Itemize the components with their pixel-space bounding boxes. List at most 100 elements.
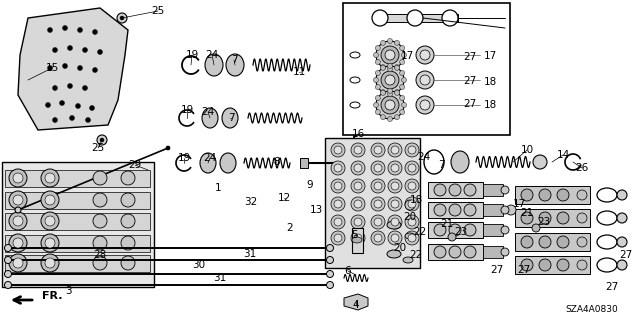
Circle shape [617,190,627,200]
Text: 21: 21 [520,208,534,218]
Text: 23: 23 [538,217,550,227]
Circle shape [388,215,402,229]
Circle shape [45,216,55,226]
Circle shape [401,102,406,108]
Text: 17: 17 [401,51,413,61]
Circle shape [381,115,385,120]
Bar [483,204,503,216]
Circle shape [52,85,58,91]
Circle shape [331,231,345,245]
Circle shape [47,27,52,33]
Text: 27: 27 [605,282,619,292]
Bar [515,233,590,251]
Circle shape [371,215,385,229]
Circle shape [351,161,365,175]
Circle shape [376,95,380,100]
Circle shape [93,256,107,270]
Circle shape [41,254,59,272]
Circle shape [13,195,23,205]
Text: 30: 30 [193,260,205,270]
Circle shape [9,234,27,252]
Circle shape [449,224,461,236]
Circle shape [371,179,385,193]
Circle shape [539,259,551,271]
Text: 24: 24 [417,152,431,162]
Circle shape [374,234,382,242]
Circle shape [351,179,365,193]
Circle shape [449,246,461,258]
Circle shape [434,224,446,236]
Circle shape [405,231,419,245]
Circle shape [326,256,333,263]
Circle shape [334,218,342,226]
Circle shape [9,191,27,209]
Text: 18: 18 [483,77,497,87]
Circle shape [399,60,404,64]
Circle shape [506,205,516,215]
Circle shape [334,164,342,172]
Circle shape [394,65,399,70]
Circle shape [557,259,569,271]
Bar [483,246,503,258]
Circle shape [83,85,88,91]
Circle shape [354,200,362,208]
Circle shape [420,100,430,110]
Circle shape [381,46,399,64]
Circle shape [331,197,345,211]
Circle shape [387,63,392,69]
Text: 17: 17 [483,51,497,61]
Circle shape [381,90,385,95]
Circle shape [45,195,55,205]
Circle shape [97,135,107,145]
Circle shape [9,254,27,272]
Circle shape [331,143,345,157]
Circle shape [394,41,399,45]
Circle shape [464,224,476,236]
Ellipse shape [350,77,360,83]
Circle shape [385,75,395,85]
Bar [428,182,483,198]
Circle shape [83,48,88,53]
Text: 3: 3 [65,286,71,296]
Circle shape [408,234,416,242]
Circle shape [399,109,404,115]
Ellipse shape [442,10,458,26]
Text: 25: 25 [92,143,104,153]
Circle shape [388,143,402,157]
Circle shape [376,41,404,69]
Ellipse shape [200,153,216,173]
Circle shape [120,16,124,20]
Circle shape [45,102,51,108]
Circle shape [9,169,27,187]
Text: FR.: FR. [42,291,63,301]
Circle shape [117,13,127,23]
Circle shape [420,50,430,60]
Circle shape [121,171,135,185]
Circle shape [371,143,385,157]
Circle shape [408,218,416,226]
Text: 11: 11 [292,67,306,77]
Circle shape [381,41,385,45]
Bar [515,209,590,227]
Circle shape [464,184,476,196]
Circle shape [388,231,402,245]
Text: 25: 25 [152,6,164,16]
Circle shape [371,231,385,245]
Text: 21: 21 [440,219,454,229]
Text: 6: 6 [345,266,351,276]
Circle shape [93,236,107,250]
Circle shape [405,200,415,210]
Ellipse shape [372,10,388,26]
Ellipse shape [424,150,444,174]
Text: 24: 24 [204,153,216,163]
Circle shape [93,29,97,34]
Circle shape [449,204,461,216]
Circle shape [4,271,12,278]
Circle shape [52,117,58,122]
Text: 27: 27 [463,76,477,86]
Circle shape [388,179,402,193]
Circle shape [521,259,533,271]
Circle shape [501,226,509,234]
Circle shape [387,116,392,122]
Circle shape [41,234,59,252]
